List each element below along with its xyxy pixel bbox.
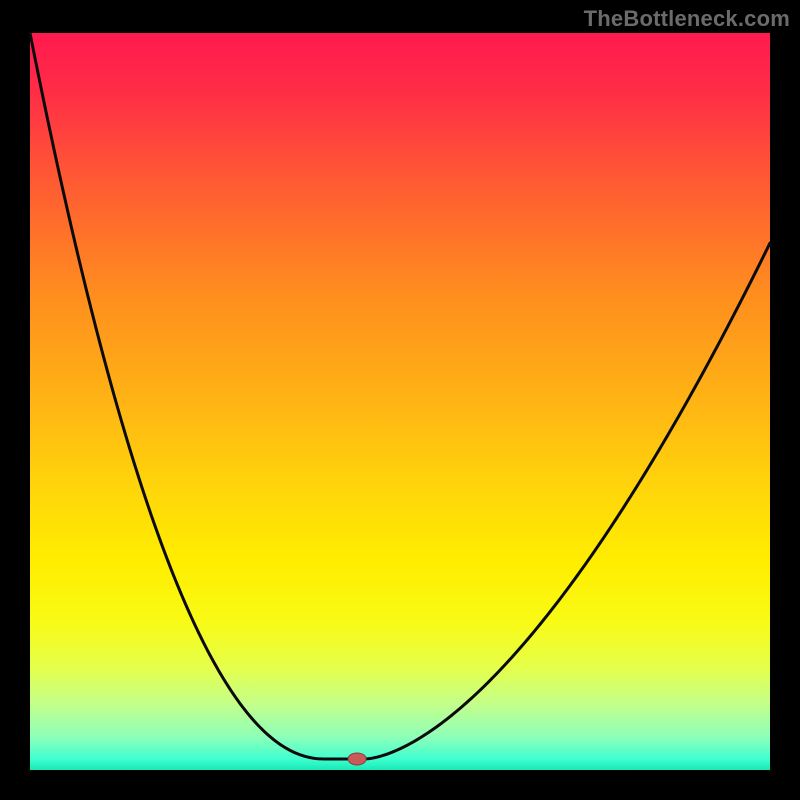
current-point-marker [348, 753, 366, 765]
watermark-text: TheBottleneck.com [584, 6, 790, 32]
chart-root: TheBottleneck.com [0, 0, 800, 800]
chart-svg [0, 0, 800, 800]
